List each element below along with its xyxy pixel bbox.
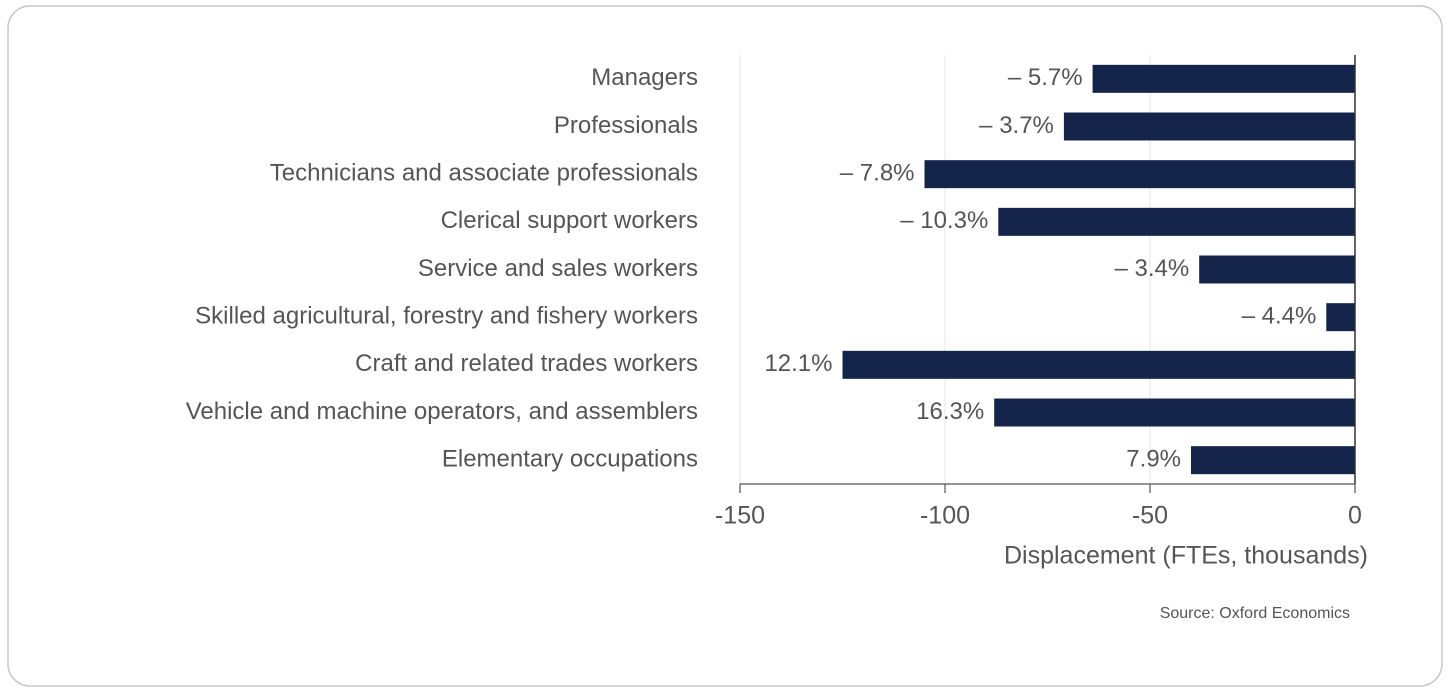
bar [994, 398, 1355, 427]
bar [924, 160, 1355, 189]
bar [998, 207, 1355, 236]
y-tick-label: Service and sales workers [418, 255, 698, 282]
bar [1326, 303, 1355, 332]
x-axis-title: Displacement (FTEs, thousands) [1004, 542, 1368, 570]
bar [1092, 64, 1355, 93]
x-tick-label: -100 [920, 502, 970, 530]
x-tick-label: -150 [715, 502, 765, 530]
bar-label: – 3.4% [1114, 255, 1189, 282]
bar [1199, 255, 1355, 284]
card [7, 5, 1443, 687]
y-tick-label: Managers [591, 64, 698, 91]
bar-label: 12.1% [764, 350, 832, 377]
bar [1191, 446, 1355, 475]
bar-label: – 4.4% [1242, 303, 1317, 330]
bar-label: – 7.8% [840, 160, 915, 187]
y-tick-label: Skilled agricultural, forestry and fishe… [195, 303, 698, 330]
bar [842, 350, 1355, 379]
bar-label: – 10.3% [900, 207, 988, 234]
bar [1063, 112, 1355, 141]
bar-label: – 5.7% [1008, 64, 1083, 91]
x-tick-label: -50 [1132, 502, 1168, 530]
y-tick-label: Elementary occupations [442, 446, 698, 473]
source-note: Source: Oxford Economics [1160, 605, 1350, 622]
bar-label: – 3.7% [979, 112, 1054, 139]
y-tick-label: Vehicle and machine operators, and assem… [186, 398, 698, 425]
bar-label: 7.9% [1126, 446, 1181, 473]
y-tick-label: Professionals [554, 112, 698, 139]
y-tick-label: Craft and related trades workers [355, 350, 698, 377]
y-tick-label: Technicians and associate professionals [270, 160, 698, 187]
x-tick-label: 0 [1348, 502, 1362, 530]
bar-label: 16.3% [916, 398, 984, 425]
y-tick-label: Clerical support workers [441, 207, 698, 234]
